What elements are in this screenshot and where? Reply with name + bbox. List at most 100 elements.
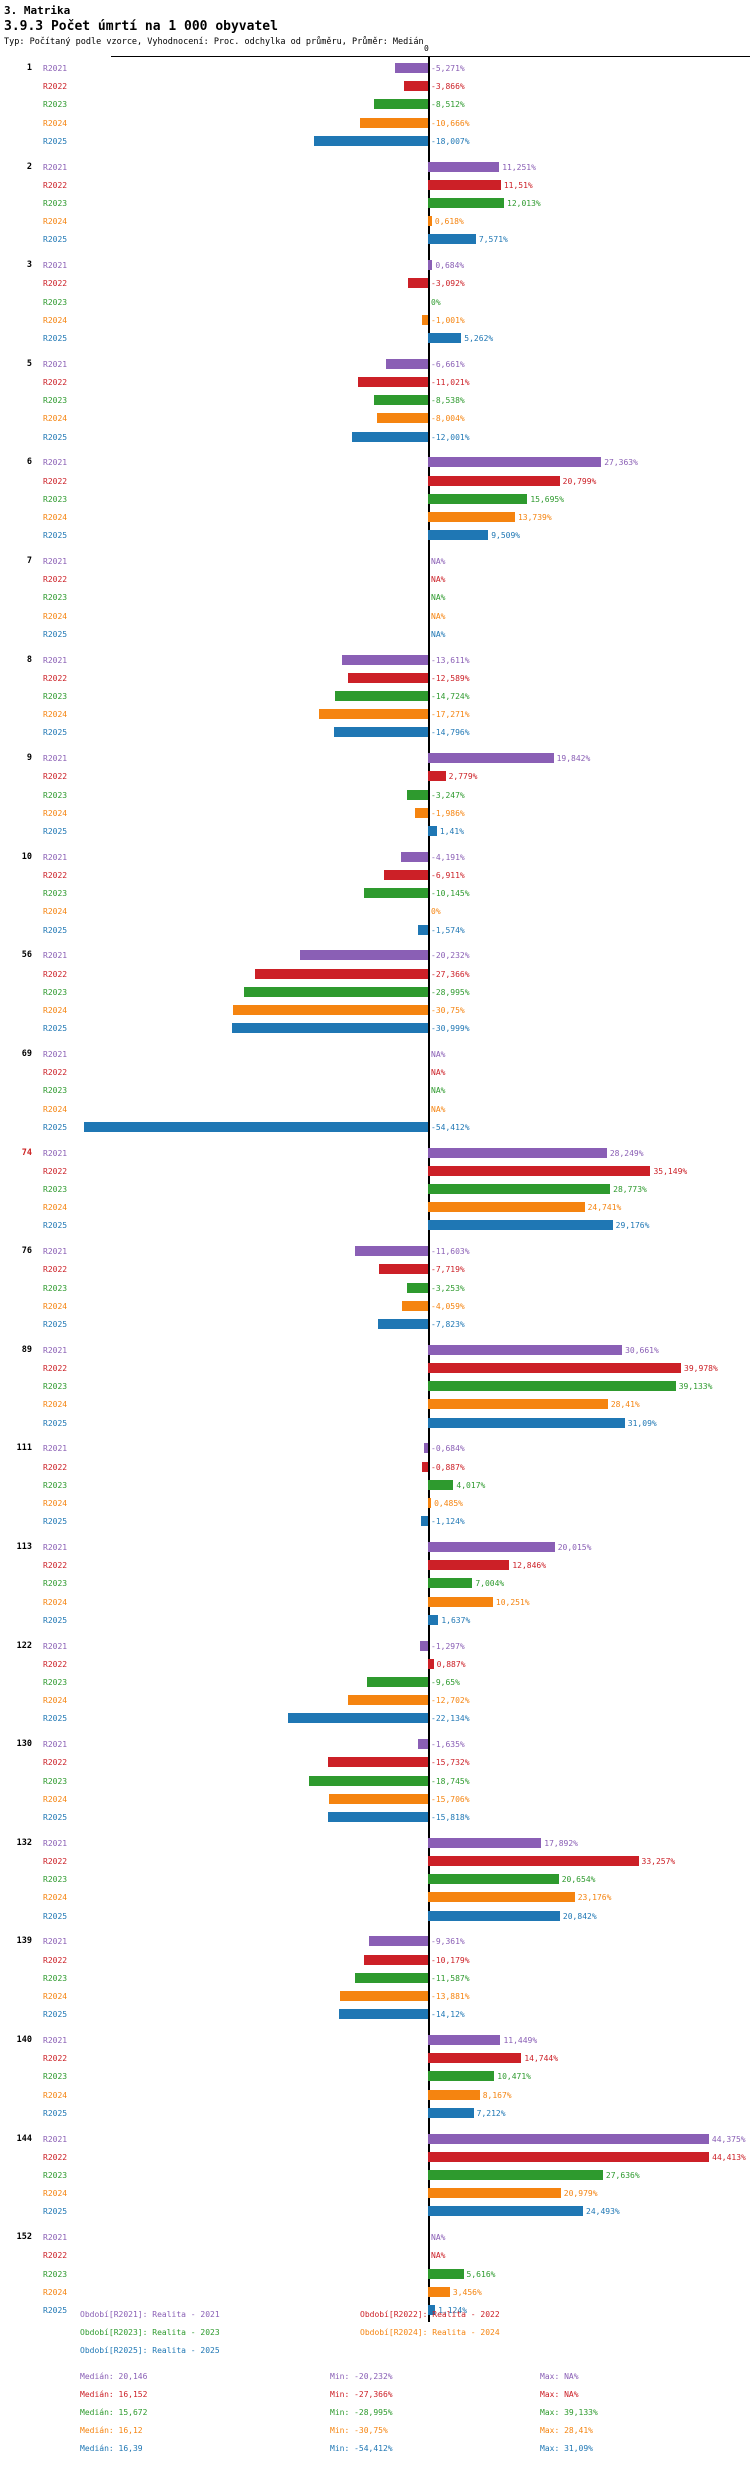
bar[interactable] [363, 888, 428, 899]
bar[interactable] [428, 2071, 495, 2082]
bar[interactable] [428, 1417, 625, 1428]
bar[interactable] [428, 1856, 639, 1866]
bar[interactable] [415, 807, 428, 818]
bar[interactable] [418, 924, 428, 935]
bar[interactable] [428, 530, 489, 541]
bar[interactable] [428, 2053, 522, 2064]
bar[interactable] [428, 1560, 510, 1571]
bar[interactable] [407, 1282, 428, 1293]
bar[interactable] [347, 1695, 428, 1706]
bar[interactable] [419, 1640, 428, 1651]
bar[interactable] [428, 1479, 454, 1490]
bar[interactable] [428, 1363, 682, 1373]
bar[interactable] [428, 234, 476, 245]
bar[interactable] [428, 2133, 709, 2144]
bar[interactable] [428, 1165, 651, 1176]
bar[interactable] [363, 1954, 428, 1965]
bar[interactable] [358, 377, 428, 387]
bar[interactable] [428, 1658, 434, 1669]
legend-item-r2023[interactable]: Období[R2023]: Realita - 2023 [80, 2328, 220, 2337]
bar[interactable] [428, 1837, 542, 1848]
bar[interactable] [420, 1516, 428, 1527]
bar[interactable] [428, 198, 505, 208]
bar[interactable] [428, 1874, 559, 1885]
bar[interactable] [327, 1812, 428, 1822]
bar[interactable] [428, 826, 437, 836]
bar[interactable] [428, 1614, 439, 1625]
bar[interactable] [402, 1300, 428, 1311]
bar[interactable] [428, 1220, 613, 1231]
bar[interactable] [428, 161, 500, 172]
bar[interactable] [384, 870, 428, 880]
bar[interactable] [428, 216, 432, 227]
bar[interactable] [377, 413, 428, 424]
bar[interactable] [428, 333, 462, 343]
bar[interactable] [328, 1793, 428, 1804]
bar[interactable] [422, 1461, 428, 1472]
bar[interactable] [428, 1399, 608, 1410]
bar[interactable] [428, 1892, 575, 1903]
legend-item-r2021[interactable]: Období[R2021]: Realita - 2021 [80, 2310, 220, 2319]
bar[interactable] [428, 2206, 584, 2217]
bar[interactable] [428, 475, 560, 486]
bar[interactable] [428, 1578, 473, 1589]
bar[interactable] [368, 1936, 428, 1947]
bar[interactable] [428, 1147, 607, 1158]
bar[interactable] [334, 727, 428, 738]
bar[interactable] [354, 1246, 428, 1257]
bar[interactable] [378, 1319, 428, 1329]
bar[interactable] [314, 135, 428, 146]
bar[interactable] [428, 2151, 710, 2162]
bar[interactable] [360, 117, 428, 128]
bar[interactable] [408, 278, 428, 289]
bar[interactable] [231, 1023, 428, 1034]
bar[interactable] [394, 63, 428, 73]
legend-item-r2024[interactable]: Období[R2024]: Realita - 2024 [360, 2328, 500, 2337]
bar[interactable] [428, 1910, 560, 1921]
bar[interactable] [407, 789, 428, 800]
bar[interactable] [428, 1542, 555, 1552]
bar[interactable] [379, 1264, 428, 1275]
bar[interactable] [244, 986, 428, 997]
bar[interactable] [428, 1344, 623, 1355]
bar[interactable] [341, 654, 428, 665]
bar[interactable] [428, 457, 602, 468]
bar[interactable] [428, 2170, 603, 2180]
bar[interactable] [421, 314, 428, 325]
bar[interactable] [428, 2035, 501, 2045]
bar[interactable] [338, 2009, 428, 2020]
bar[interactable] [254, 968, 428, 979]
bar[interactable] [348, 672, 428, 683]
bar[interactable] [428, 493, 528, 504]
bar[interactable] [354, 1972, 428, 1983]
bar[interactable] [233, 1005, 428, 1015]
bar[interactable] [428, 2268, 464, 2279]
bar[interactable] [428, 1202, 585, 1213]
bar[interactable] [299, 950, 428, 961]
bar[interactable] [428, 179, 501, 190]
bar[interactable] [428, 2188, 561, 2199]
bar[interactable] [287, 1713, 428, 1724]
bar[interactable] [318, 709, 428, 720]
bar[interactable] [428, 1498, 432, 1508]
bar[interactable] [334, 691, 428, 701]
bar[interactable] [428, 1184, 611, 1194]
bar[interactable] [428, 2089, 480, 2100]
bar[interactable] [385, 358, 428, 369]
bar[interactable] [83, 1121, 428, 1132]
bar[interactable] [428, 2305, 436, 2315]
bar[interactable] [309, 1775, 428, 1786]
bar[interactable] [328, 1757, 428, 1768]
bar[interactable] [340, 1991, 428, 2001]
bar[interactable] [428, 1381, 676, 1392]
bar[interactable] [428, 1596, 493, 1607]
bar[interactable] [428, 2107, 474, 2118]
legend-item-r2025[interactable]: Období[R2025]: Realita - 2025 [80, 2346, 220, 2355]
bar[interactable] [428, 753, 554, 764]
bar[interactable] [417, 1739, 428, 1750]
bar[interactable] [423, 1443, 428, 1454]
bar[interactable] [428, 512, 515, 522]
bar[interactable] [428, 260, 433, 271]
bar[interactable] [366, 1677, 428, 1687]
bar[interactable] [401, 851, 428, 862]
